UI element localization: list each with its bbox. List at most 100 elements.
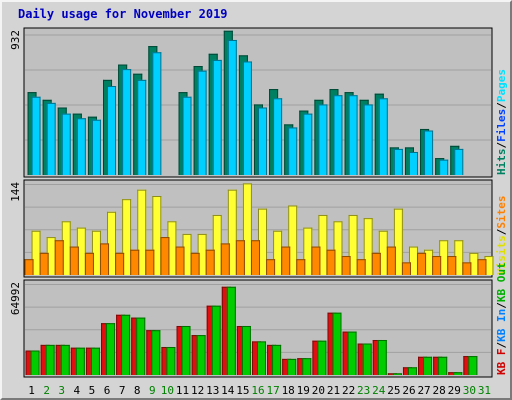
bar-hits_files_pages-files-11-edge [182, 96, 192, 98]
bar-hits_files_pages-files-2-edge [46, 102, 48, 175]
bar-visits_sites-visits-9-edge [152, 196, 162, 198]
bar-kbytes-kb-f-1-edge [25, 350, 35, 352]
bar-kbytes-kb-out-10-edge [174, 346, 176, 375]
bar-kbytes-kb-f-27 [418, 356, 428, 375]
bar-hits_files_pages-hits-24-edge [374, 93, 384, 95]
bar-hits_files_pages-hits-29-edge [450, 145, 460, 147]
bar-visits_sites-visits-23-edge [371, 218, 373, 275]
bar-visits_sites-sites-19 [296, 259, 306, 275]
bar-hits_files_pages-hits-23-edge [359, 99, 369, 101]
bar-visits_sites-visits-27-edge [424, 249, 434, 251]
bar-visits_sites-visits-24-edge [378, 230, 388, 232]
bar-visits_sites-sites-3-edge [54, 240, 64, 242]
bar-hits_files_pages-files-24-edge [378, 98, 388, 100]
bar-hits_files_pages-hits-22-edge [344, 92, 354, 94]
bar-kbytes-kb-out-26-edge [407, 367, 417, 369]
bar-hits_files_pages-hits-7-edge [118, 64, 128, 66]
bar-kbytes-kb-f-20 [312, 340, 322, 375]
bar-visits_sites-visits-3 [61, 221, 71, 275]
bar-visits_sites-visits-8-edge [145, 189, 147, 275]
bar-visits_sites-sites-8 [130, 249, 140, 275]
bar-kbytes-kb-out-5-edge [90, 347, 92, 375]
x-tick-label-11: 11 [176, 384, 189, 397]
bar-hits_files_pages-files-12 [197, 70, 207, 175]
bar-kbytes-kb-f-28 [433, 356, 443, 375]
x-tick-label-22: 22 [342, 384, 355, 397]
bar-hits_files_pages-hits-20-edge [314, 99, 324, 101]
bar-visits_sites-visits-5-edge [91, 230, 101, 232]
bar-hits_files_pages-hits-13-edge [208, 53, 210, 175]
bar-kbytes-kb-out-8-edge [136, 317, 138, 375]
bar-hits_files_pages-hits-13-edge [208, 53, 218, 55]
bar-visits_sites-visits-3-edge [61, 221, 71, 223]
bar-visits_sites-sites-31 [477, 259, 487, 275]
bar-kbytes-kb-out-7-edge [121, 314, 123, 375]
bar-visits_sites-sites-29-edge [455, 256, 457, 275]
bar-kbytes-kb-f-11 [176, 325, 186, 375]
bar-visits_sites-sites-10-edge [168, 237, 170, 275]
x-tick-label-14: 14 [221, 384, 235, 397]
bar-visits_sites-sites-26 [401, 262, 411, 275]
bar-hits_files_pages-files-6-edge [115, 86, 117, 175]
bar-visits_sites-visits-14-edge [227, 189, 229, 275]
bar-hits_files_pages-files-15-edge [242, 61, 252, 63]
bar-hits_files_pages-hits-23-edge [359, 99, 361, 175]
bar-hits_files_pages-files-5-edge [91, 119, 101, 121]
bar-visits_sites-sites-1-edge [32, 259, 34, 275]
bar-kbytes-kb-out-6-edge [106, 323, 108, 375]
bar-visits_sites-visits-26-edge [408, 246, 410, 275]
bar-visits_sites-visits-12 [197, 233, 207, 275]
bar-visits_sites-sites-5 [84, 252, 94, 275]
bar-visits_sites-visits-6-edge [115, 211, 117, 275]
bar-visits_sites-sites-28 [432, 256, 442, 275]
x-tick-label-13: 13 [206, 384, 219, 397]
bar-hits_files_pages-hits-6-edge [103, 79, 113, 81]
bar-visits_sites-visits-7-edge [122, 199, 124, 275]
bar-visits_sites-sites-23-edge [364, 259, 366, 275]
bar-kbytes-kb-out-15-edge [241, 325, 243, 375]
bar-visits_sites-sites-16-edge [259, 240, 260, 275]
bar-hits_files_pages-files-11-edge [190, 96, 192, 175]
bar-kbytes-kb-out-24-edge [385, 339, 387, 375]
bar-kbytes-kb-f-10-edge [161, 346, 163, 375]
bar-kbytes-kb-out-18 [287, 358, 297, 375]
bar-kbytes-kb-f-6 [101, 323, 111, 375]
x-tick-label-1: 1 [28, 384, 35, 397]
x-tick-label-24: 24 [372, 384, 386, 397]
bar-kbytes-kb-out-18-edge [295, 358, 297, 375]
x-tick-label-10: 10 [161, 384, 174, 397]
legend-separator: / [495, 228, 508, 235]
bar-hits_files_pages-hits-20-edge [314, 99, 316, 175]
bar-hits_files_pages-files-9-edge [152, 52, 162, 54]
bar-kbytes-kb-f-27-edge [418, 356, 420, 375]
bar-kbytes-kb-out-19-edge [310, 358, 312, 375]
bar-visits_sites-visits-4 [76, 227, 86, 275]
bar-hits_files_pages-hits-25-edge [389, 147, 391, 175]
bar-hits_files_pages-files-3-edge [69, 113, 71, 175]
bar-hits_files_pages-files-21-edge [333, 95, 335, 175]
bar-hits_files_pages-files-2-edge [46, 102, 56, 104]
bar-hits_files_pages-files-1-edge [31, 96, 41, 98]
bar-visits_sites-sites-17-edge [266, 259, 276, 261]
bar-hits_files_pages-files-22-edge [356, 95, 358, 175]
bar-kbytes-kb-out-3 [60, 344, 70, 375]
bar-kbytes-kb-out-26-edge [407, 367, 409, 375]
bar-kbytes-kb-out-23-edge [362, 343, 372, 345]
bar-visits_sites-sites-30-edge [462, 262, 464, 275]
bar-kbytes-kb-out-28-edge [446, 356, 448, 375]
bar-kbytes-kb-f-14 [221, 286, 231, 375]
bar-visits_sites-visits-1-edge [31, 230, 33, 275]
x-tick-label-31: 31 [478, 384, 491, 397]
bar-hits_files_pages-files-22-edge [348, 95, 350, 175]
bar-kbytes-kb-f-4-edge [70, 347, 72, 375]
bar-kbytes-kb-out-17-edge [272, 344, 274, 375]
bar-kbytes-kb-out-6 [106, 323, 116, 375]
bar-hits_files_pages-files-29-edge [454, 148, 456, 175]
bar-kbytes-kb-out-23-edge [370, 343, 372, 375]
bar-hits_files_pages-files-17 [273, 98, 283, 175]
bar-hits_files_pages-files-3 [61, 113, 71, 175]
bar-hits_files_pages-hits-21-edge [329, 89, 339, 91]
bar-hits_files_pages-files-7-edge [130, 69, 132, 175]
bar-kbytes-kb-f-6-edge [101, 323, 111, 325]
bar-kbytes-kb-out-23 [362, 343, 372, 375]
